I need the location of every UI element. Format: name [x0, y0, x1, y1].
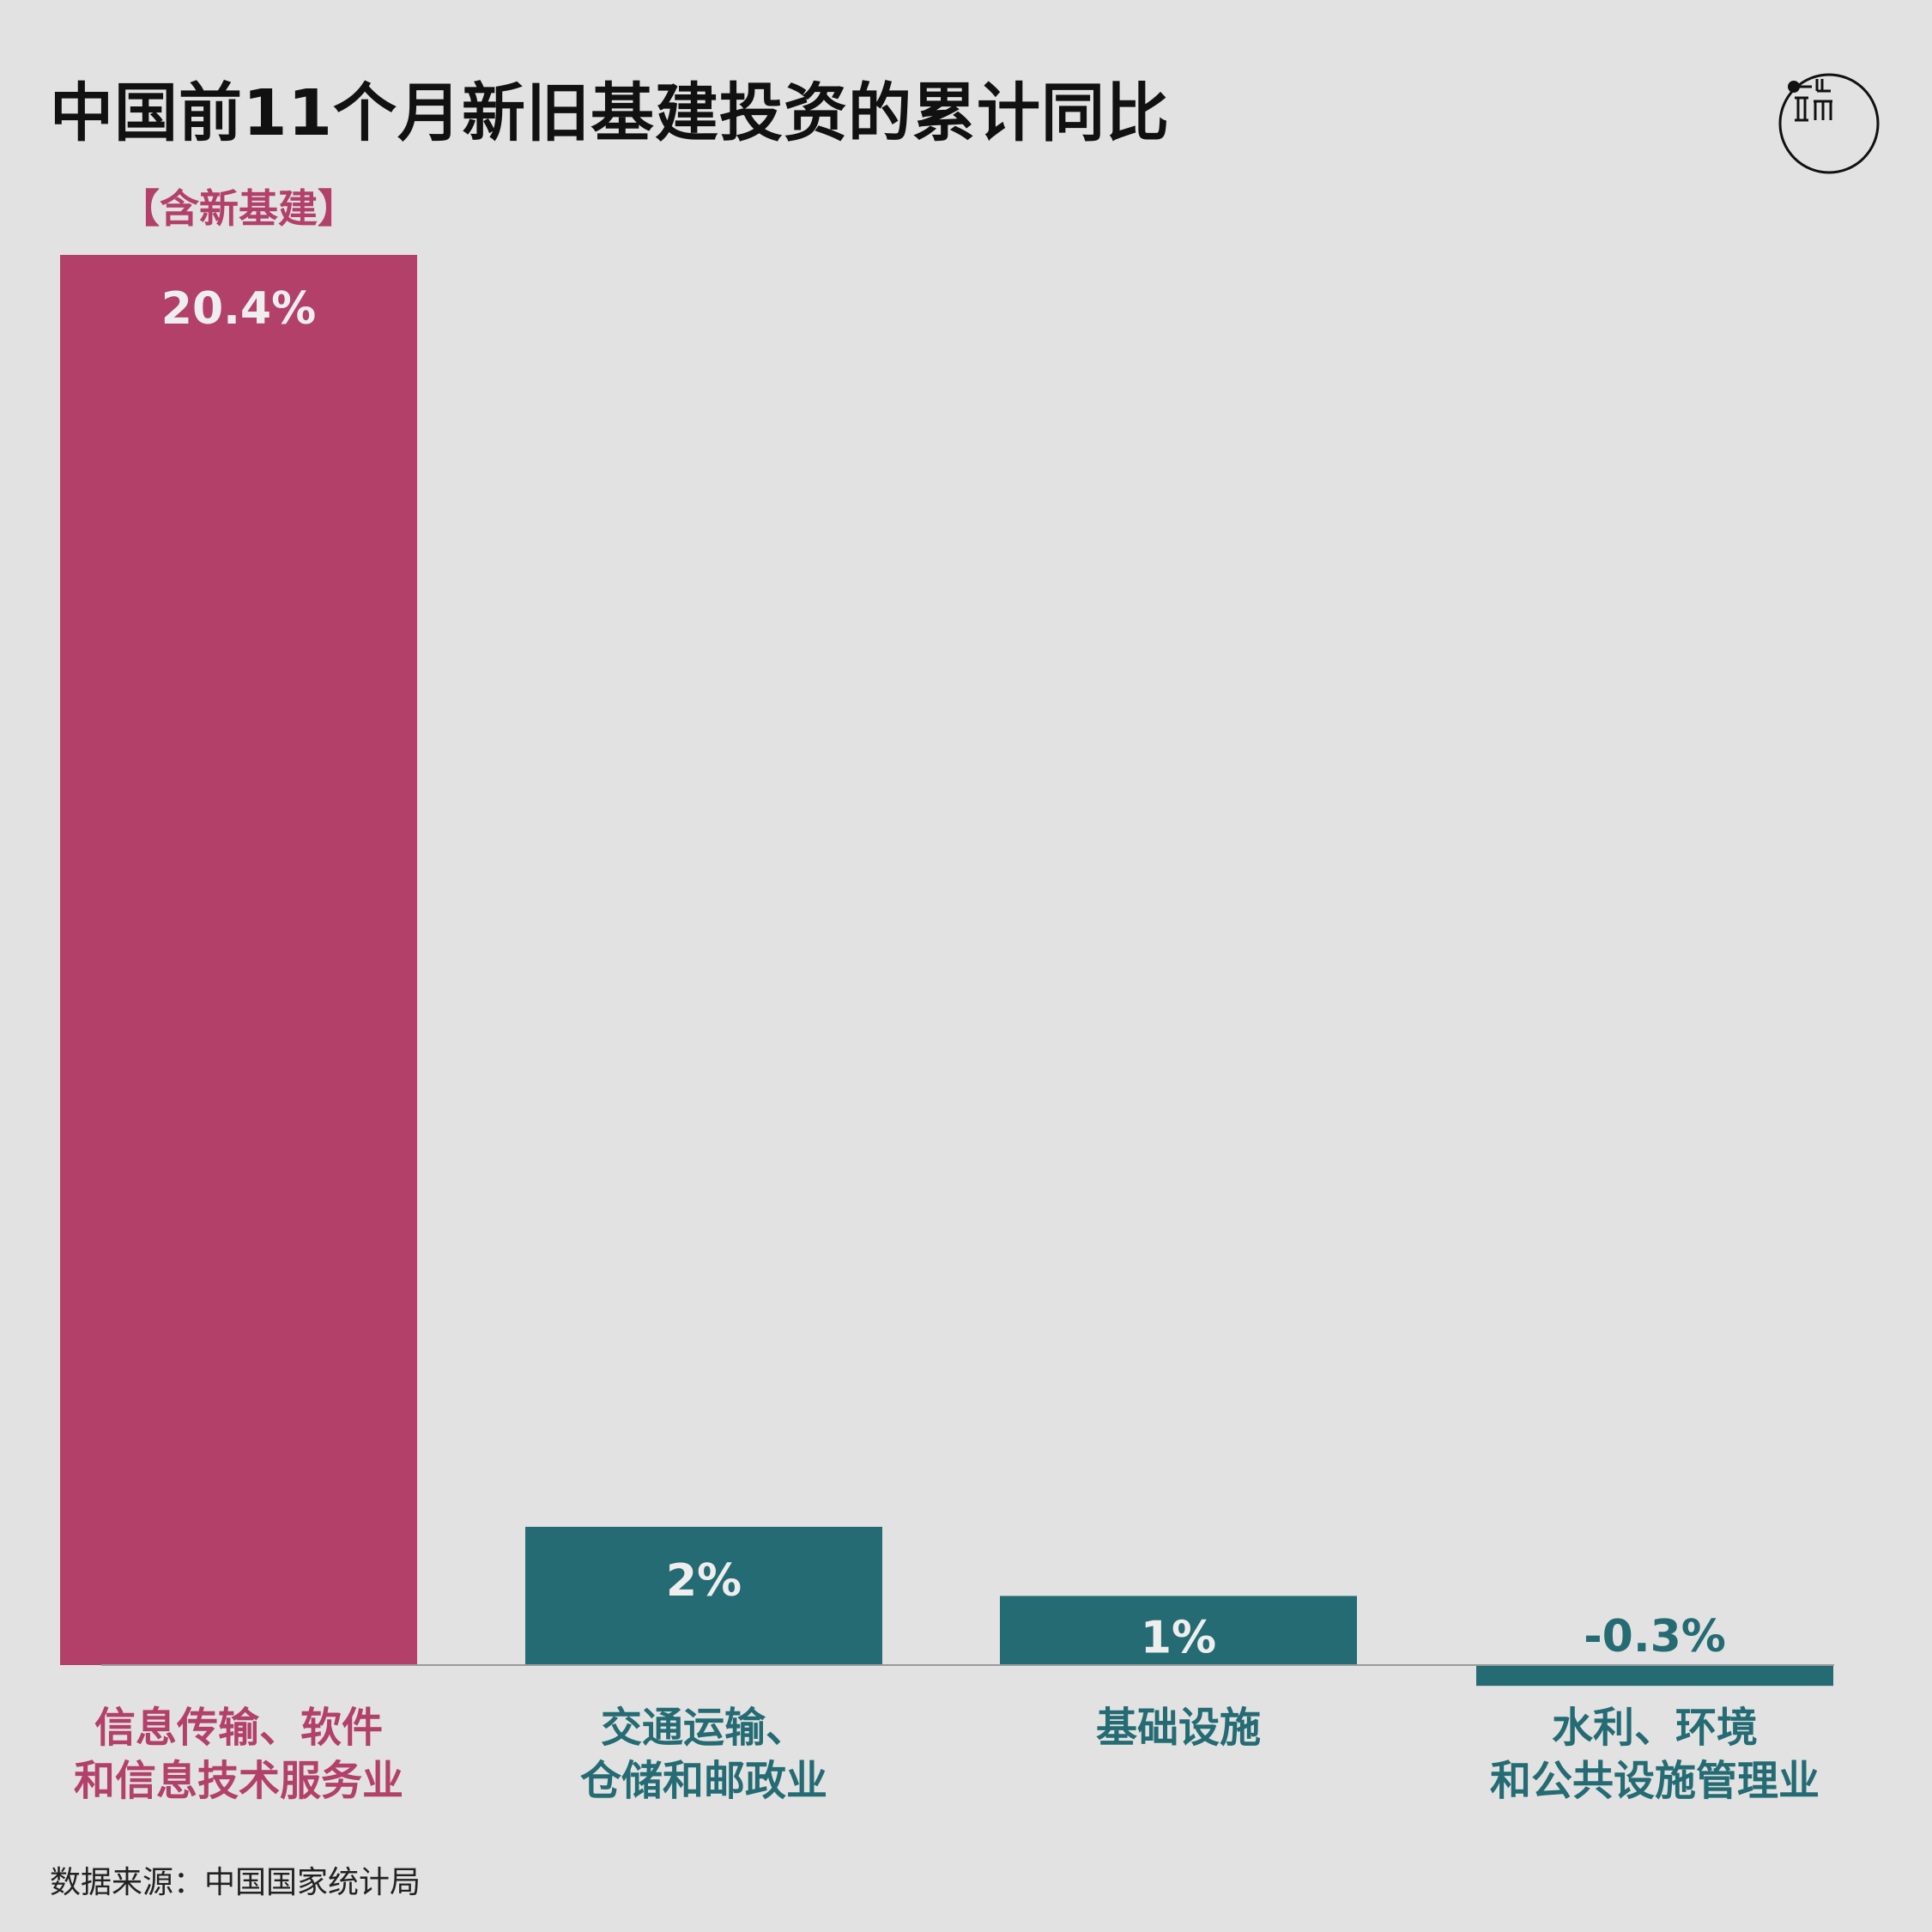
category-label-3-line-1: 和公共设施管理业 [1490, 1757, 1820, 1805]
bar-0 [60, 255, 417, 1665]
category-label-3-line-0: 水利、环境 [1552, 1704, 1758, 1752]
bar-3 [1476, 1665, 1833, 1687]
value-label-2: 1% [1141, 1612, 1216, 1663]
category-label-0-line-0: 信息传输、软件 [94, 1704, 383, 1752]
category-label-0-line-1: 和信息技术服务业 [74, 1757, 403, 1805]
data-source-note: 数据来源：中国国家统计局 [50, 1865, 421, 1900]
bar-2 [1000, 1596, 1357, 1665]
annotation-0: 【含新基建】 [120, 185, 357, 232]
initium-media-logo-icon [1778, 72, 1881, 175]
category-label-1-line-0: 交通运输、 [601, 1704, 807, 1752]
bar-1 [525, 1526, 882, 1665]
category-label-1-line-1: 仓储和邮政业 [580, 1757, 827, 1805]
value-label-0: 20.4% [161, 283, 316, 335]
category-label-2-line-0: 基础设施 [1096, 1704, 1261, 1752]
value-label-1: 2% [666, 1555, 742, 1607]
chart-title: 中国前11个月新旧基建投资的累计同比 [50, 76, 1170, 150]
value-label-3: -0.3% [1584, 1611, 1726, 1662]
